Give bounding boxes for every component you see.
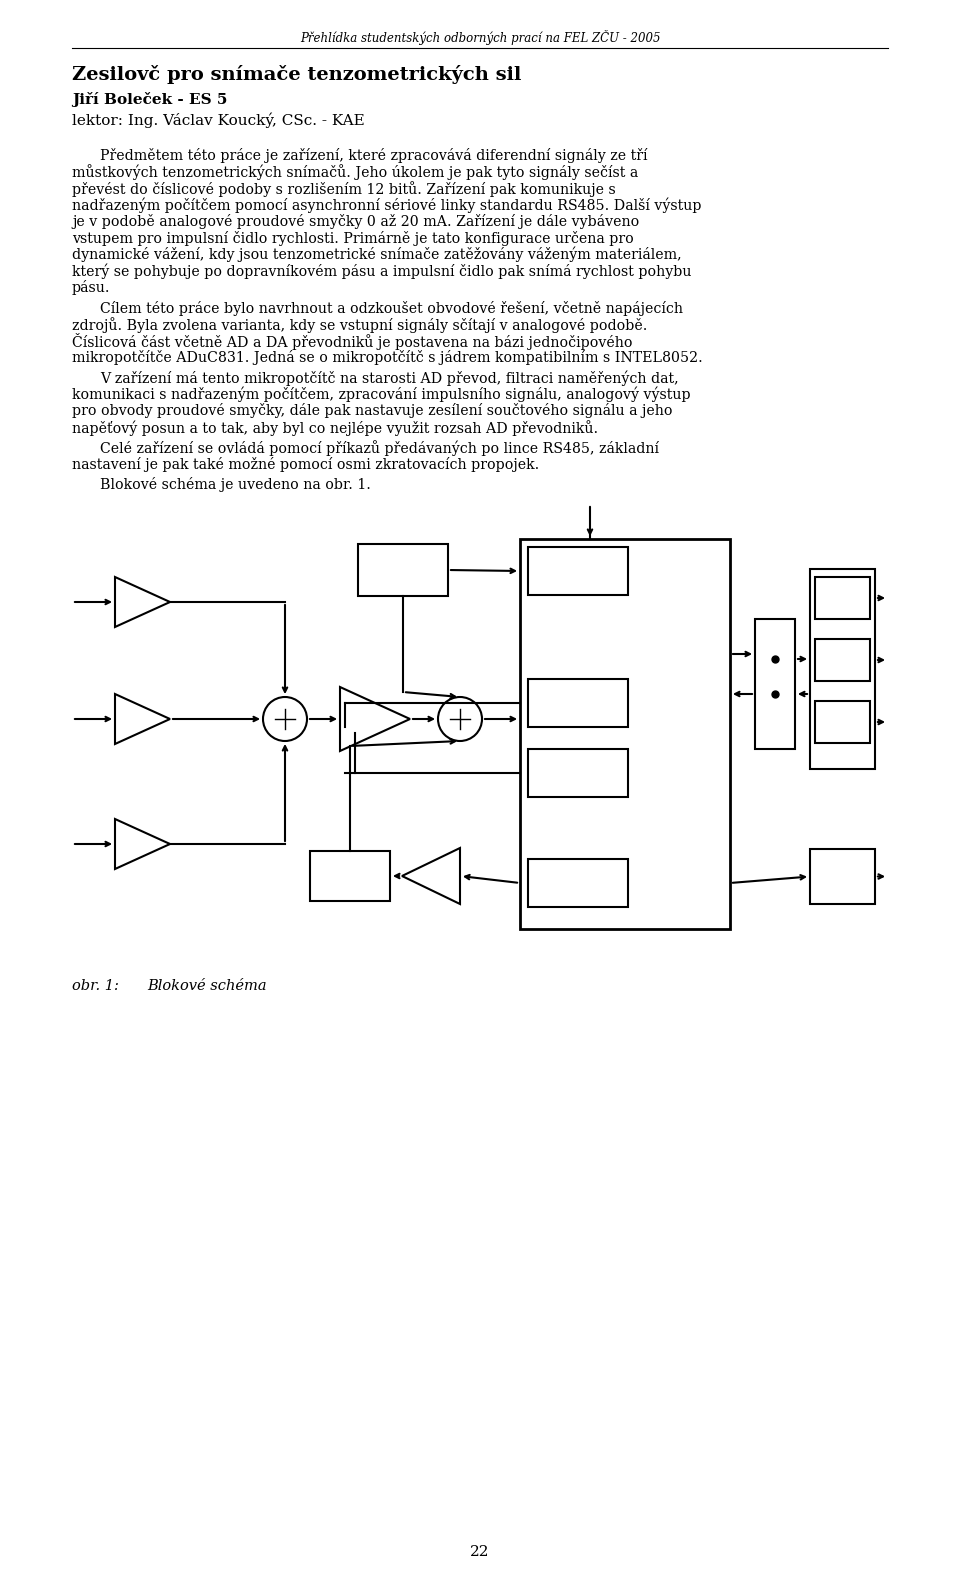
Text: napěťový posun a to tak, aby byl co nejlépe využit rozsah AD převodniků.: napěťový posun a to tak, aby byl co nejl… [72, 420, 598, 435]
Bar [810, 849, 875, 904]
Bar [815, 638, 870, 681]
Text: Zesilovč pro snímače tenzometrických sil: Zesilovč pro snímače tenzometrických sil [72, 64, 521, 83]
Bar [528, 858, 628, 907]
Bar [755, 619, 795, 748]
Text: Celé zařízení se ovládá pomocí příkazů předávaných po lince RS485, základní: Celé zařízení se ovládá pomocí příkazů p… [100, 440, 659, 456]
Text: Blokové schéma: Blokové schéma [147, 979, 267, 994]
Text: pro obvody proudové smyčky, dále pak nastavuje zesílení součtového signálu a jeh: pro obvody proudové smyčky, dále pak nas… [72, 404, 673, 418]
Bar [310, 850, 390, 901]
Text: Přehlídka studentských odborných prací na FEL ZČU - 2005: Přehlídka studentských odborných prací n… [300, 30, 660, 46]
Bar [528, 679, 628, 726]
Text: Předmětem této práce je zařízení, které zpracovává diferendní signály ze tří: Předmětem této práce je zařízení, které … [100, 148, 647, 163]
Text: pásu.: pásu. [72, 280, 110, 296]
Text: Číslicová část včetně AD a DA převodniků je postavena na bázi jednočipového: Číslicová část včetně AD a DA převodniků… [72, 333, 633, 351]
Text: V zařízení má tento mikropotčítč na starosti AD převod, filtraci naměřených dat,: V zařízení má tento mikropotčítč na star… [100, 371, 679, 387]
Text: komunikaci s nadřazeným počítčem, zpracování impulsního signálu, analogový výstu: komunikaci s nadřazeným počítčem, zpraco… [72, 387, 690, 402]
Text: 22: 22 [470, 1545, 490, 1559]
Text: můstkových tenzometrických snímačů. Jeho úkolem je pak tyto signály sečíst a: můstkových tenzometrických snímačů. Jeho… [72, 165, 638, 181]
Text: Cílem této práce bylo navrhnout a odzkoušet obvodové řešení, včetně napájecích: Cílem této práce bylo navrhnout a odzkou… [100, 300, 683, 316]
Text: vstupem pro impulsní čidlo rychlosti. Primárně je tato konfigurace určena pro: vstupem pro impulsní čidlo rychlosti. Pr… [72, 231, 634, 245]
Text: lektor: Ing. Václav Koucký, CSc. - KAE: lektor: Ing. Václav Koucký, CSc. - KAE [72, 112, 365, 127]
Bar [810, 569, 875, 769]
Bar [520, 539, 730, 929]
Text: obr. 1:: obr. 1: [72, 979, 119, 994]
Text: mikropotčítče ADuC831. Jedná se o mikropotčítč s jádrem kompatibilním s INTEL805: mikropotčítče ADuC831. Jedná se o mikrop… [72, 351, 703, 365]
Text: Blokové schéma je uvedeno na obr. 1.: Blokové schéma je uvedeno na obr. 1. [100, 478, 371, 492]
Text: Jiří Boleček - ES 5: Jiří Boleček - ES 5 [72, 93, 228, 107]
Text: dynamické vážení, kdy jsou tenzometrické snímače zatěžovány váženým materiálem,: dynamické vážení, kdy jsou tenzometrické… [72, 247, 682, 263]
Bar [528, 547, 628, 594]
Bar [815, 577, 870, 619]
Bar [528, 748, 628, 797]
Text: který se pohybuje po dopravníkovém pásu a impulsní čidlo pak snímá rychlost pohy: který se pohybuje po dopravníkovém pásu … [72, 264, 691, 278]
Text: je v podobě analogové proudové smyčky 0 až 20 mA. Zařízení je dále vybáveno: je v podobě analogové proudové smyčky 0 … [72, 214, 639, 230]
Text: převést do číslicové podoby s rozlišením 12 bitů. Zařízení pak komunikuje s: převést do číslicové podoby s rozlišením… [72, 181, 615, 196]
Bar [358, 544, 448, 596]
Text: nastavení je pak také možné pomocí osmi zkratovacích propojek.: nastavení je pak také možné pomocí osmi … [72, 457, 540, 472]
Bar [815, 701, 870, 744]
Text: zdrojů. Byla zvolena varianta, kdy se vstupní signály sčítají v analogové podobě: zdrojů. Byla zvolena varianta, kdy se vs… [72, 318, 647, 333]
Text: nadřazeným počítčem pomocí asynchronní sériové linky standardu RS485. Další výst: nadřazeným počítčem pomocí asynchronní s… [72, 198, 702, 212]
